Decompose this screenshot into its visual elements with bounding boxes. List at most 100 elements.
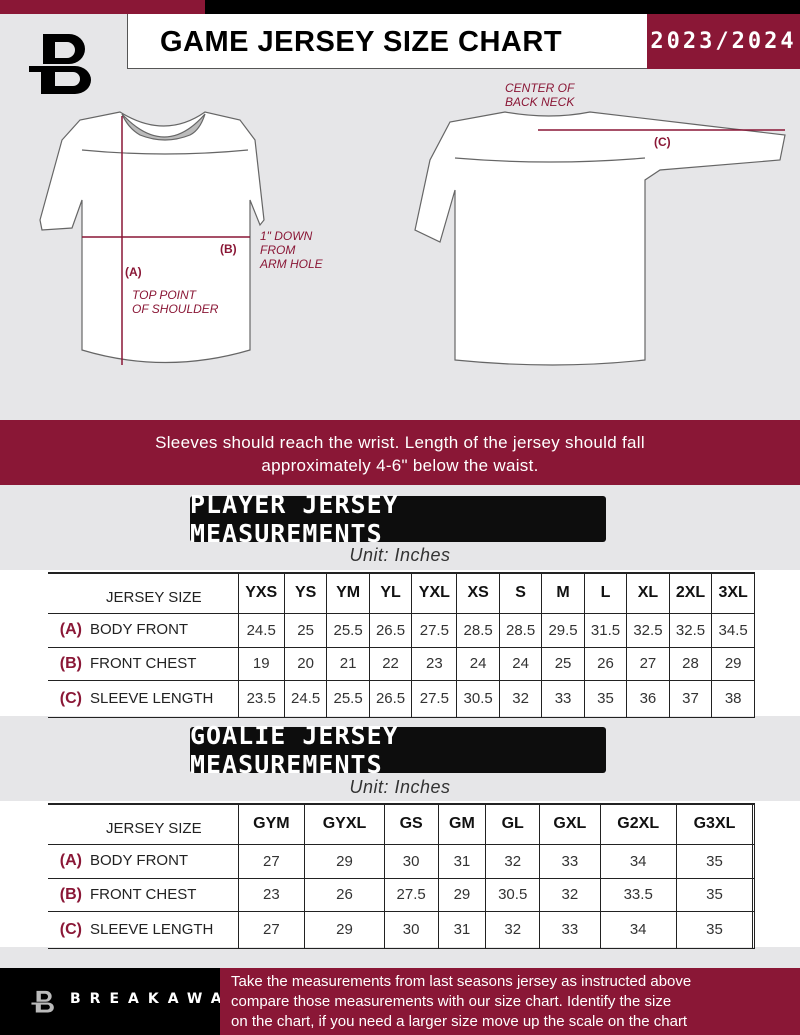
table-cell: 33	[539, 844, 601, 879]
table-cell: 30.5	[456, 680, 500, 718]
size-blank	[752, 803, 755, 845]
row-label: FRONT CHEST	[90, 654, 197, 672]
table-cell: 24.5	[238, 613, 285, 648]
label-b-desc-3: ARM HOLE	[260, 257, 323, 271]
instructions-line-3: on the chart, if you need a larger size …	[231, 1013, 688, 1030]
top-bar	[205, 0, 800, 14]
size-ys: YS	[284, 572, 328, 614]
table-cell: 35	[676, 844, 754, 879]
measurement-lines	[82, 116, 785, 365]
table-cell: 32	[485, 844, 541, 879]
table-cell: 29	[304, 844, 385, 879]
row-label: BODY FRONT	[90, 852, 189, 869]
size-xl: XL	[626, 572, 670, 614]
size-gl: GL	[485, 803, 541, 845]
table-cell: 35	[584, 680, 628, 718]
table-cell: 35	[676, 911, 754, 949]
table-cell: 37	[669, 680, 713, 718]
size-3xl: 3XL	[711, 572, 755, 614]
row-letter: (A)	[59, 852, 82, 869]
table-row: (A) BODY FRONT 24.5 25 25.5 26.5 27.5 28.5 28.5 2…	[48, 613, 755, 648]
table-cell: 22	[369, 647, 413, 681]
table-cell: 28.5	[456, 613, 500, 648]
size-yl: YL	[369, 572, 413, 614]
table-cell: 30.5	[485, 878, 541, 912]
table-cell: 32.5	[669, 613, 713, 648]
size-yxs: YXS	[238, 572, 285, 614]
table-cell: 34.5	[711, 613, 755, 648]
table-cell: 33.5	[600, 878, 677, 912]
table-cell	[752, 911, 755, 949]
row-letter: (C)	[59, 920, 82, 938]
table-row: (B) FRONT CHEST 19 20 21 22 23 24 24 25 26 27 28 29	[48, 647, 755, 681]
row-letter: (C)	[59, 689, 82, 707]
size-header-row: JERSEY SIZE YXS YS YM YL YXL XS S M L XL 2XL 3XL	[48, 572, 755, 614]
table-cell: 29	[304, 911, 385, 949]
table-cell: 31	[438, 911, 487, 949]
size-header-label: JERSEY SIZE	[48, 572, 239, 614]
breakaway-logo	[29, 34, 91, 94]
table-cell: 31	[438, 844, 487, 879]
table-cell: 27.5	[411, 613, 458, 648]
size-l: L	[584, 572, 628, 614]
row-letter: (B)	[59, 654, 82, 672]
goalie-heading: GOALIE JERSEY MEASUREMENTS	[190, 721, 606, 779]
row-letter: (B)	[59, 885, 82, 903]
brand-name: BREAKAWAY	[70, 991, 249, 1007]
instructions-line-2: compare those measurements with our size…	[231, 993, 672, 1010]
label-b-desc-1: 1" DOWN	[260, 229, 313, 243]
instructions-line-1: Take the measurements from last seasons …	[231, 973, 692, 990]
table-cell: 23.5	[238, 680, 285, 718]
center-back-label-1: CENTER OF	[505, 81, 575, 95]
goalie-size-table: JERSEY SIZE GYM GYXL GS GM GL GXL G2XL G3XL (A) BO…	[48, 803, 755, 949]
fit-note-line-1: Sleeves should reach the wrist. Length o…	[155, 433, 645, 452]
table-cell: 27.5	[384, 878, 439, 912]
size-s: S	[499, 572, 543, 614]
size-header-row: JERSEY SIZE GYM GYXL GS GM GL GXL G2XL G3XL	[48, 803, 755, 845]
table-cell: 26	[304, 878, 385, 912]
table-cell	[752, 844, 755, 879]
table-cell: 24	[499, 647, 543, 681]
table-row: (C) SLEEVE LENGTH 27 29 30 31 32 33 34 35	[48, 911, 755, 949]
table-cell: 25.5	[326, 613, 370, 648]
table-cell: 30	[384, 844, 439, 879]
row-label: BODY FRONT	[90, 621, 189, 638]
player-heading: PLAYER JERSEY MEASUREMENTS	[190, 490, 606, 548]
table-row: (A) BODY FRONT 27 29 30 31 32 33 34 35	[48, 844, 755, 879]
size-gym: GYM	[238, 803, 306, 845]
table-cell: 20	[284, 647, 328, 681]
table-cell: 26	[584, 647, 628, 681]
size-2xl: 2XL	[669, 572, 713, 614]
table-cell: 27	[238, 844, 306, 879]
table-cell: 28.5	[499, 613, 543, 648]
label-a-desc-1: TOP POINT	[132, 288, 197, 302]
jersey-back	[414, 111, 786, 366]
table-cell: 32	[539, 878, 601, 912]
table-cell: 27	[238, 911, 306, 949]
table-cell: 26.5	[369, 680, 413, 718]
fit-note: Sleeves should reach the wrist. Length o…	[0, 420, 800, 485]
table-cell: 23	[238, 878, 306, 912]
row-letter: (A)	[59, 621, 82, 638]
page-title: GAME JERSEY SIZE CHART	[160, 26, 563, 58]
table-cell: 25	[541, 647, 585, 681]
size-header-label: JERSEY SIZE	[48, 803, 239, 845]
table-cell: 23	[411, 647, 458, 681]
table-cell: 19	[238, 647, 285, 681]
size-g3xl: G3XL	[676, 803, 754, 845]
goalie-unit: Unit: Inches	[349, 777, 451, 797]
table-cell: 34	[600, 844, 677, 879]
season-badge: 2023/2024	[647, 14, 800, 69]
size-yxl: YXL	[411, 572, 458, 614]
row-label: SLEEVE LENGTH	[90, 920, 214, 938]
row-label: FRONT CHEST	[90, 885, 197, 903]
table-cell: 29	[438, 878, 487, 912]
table-cell: 26.5	[369, 613, 413, 648]
breakaway-footer-logo	[31, 990, 54, 1013]
jersey-diagram	[39, 111, 786, 366]
size-g2xl: G2XL	[600, 803, 677, 845]
label-b: (B)	[220, 242, 237, 256]
label-a: (A)	[125, 265, 142, 279]
size-ym: YM	[326, 572, 370, 614]
table-row: (C) SLEEVE LENGTH 23.5 24.5 25.5 26.5 27.5 30.5…	[48, 680, 755, 718]
